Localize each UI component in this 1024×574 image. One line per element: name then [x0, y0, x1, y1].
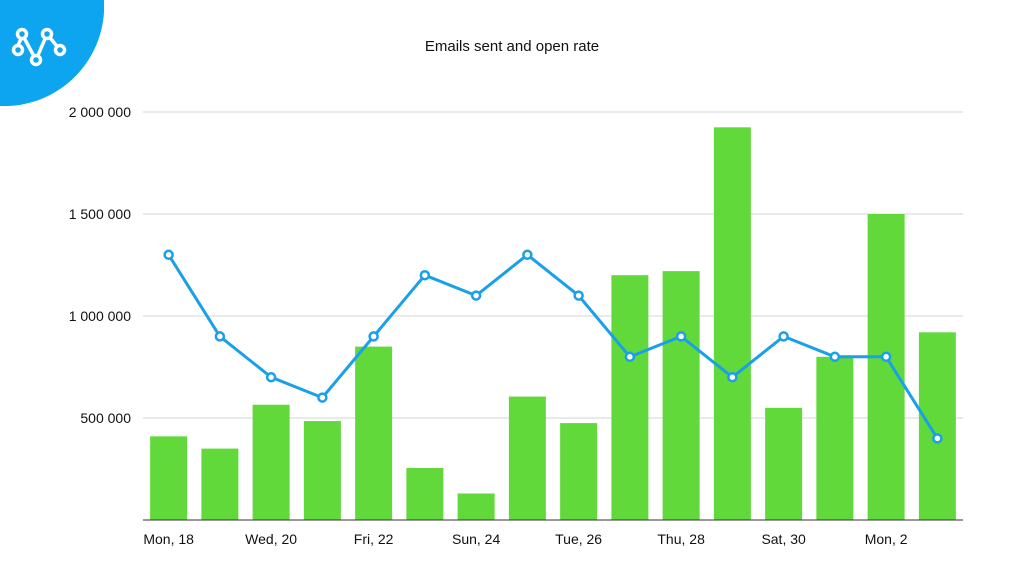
x-tick-label: Tue, 26 — [555, 531, 602, 547]
x-tick-label: Fri, 22 — [354, 531, 394, 547]
x-axis-ticks: Mon, 18 Wed, 20 Fri, 22 Sun, 24 Tue, 26 Thu, … — [143, 531, 907, 547]
gridlines — [143, 111, 963, 419]
brand-logo — [0, 0, 104, 106]
network-nodes-icon — [11, 27, 67, 67]
bar — [816, 356, 854, 520]
bar — [150, 436, 188, 520]
line-point — [880, 351, 892, 363]
bar — [662, 271, 700, 520]
line-point — [727, 371, 738, 383]
bar — [765, 407, 803, 520]
chart-title: Emails sent and open rate — [425, 38, 599, 55]
bar — [560, 423, 598, 520]
bar — [303, 421, 341, 520]
line-point — [163, 249, 174, 261]
line-point — [368, 331, 379, 342]
y-tick-label: 1 500 000 — [69, 206, 131, 222]
line-point — [829, 351, 841, 363]
x-tick-label: Sat, 30 — [761, 531, 806, 547]
bar — [355, 346, 393, 520]
bar — [611, 275, 649, 520]
line-point — [214, 331, 226, 342]
y-axis-ticks: 500 000 1 000 000 1 500 000 2 000 000 — [69, 104, 132, 426]
y-tick-label: 500 000 — [80, 410, 131, 426]
bar — [252, 404, 290, 520]
y-tick-label: 2 000 000 — [69, 104, 131, 120]
open-rate-line — [167, 253, 939, 440]
line-point — [675, 331, 687, 342]
line-point — [470, 290, 482, 301]
line-series — [163, 249, 943, 444]
line-point — [573, 290, 584, 301]
line-point — [419, 269, 431, 281]
line-point — [317, 392, 328, 403]
x-tick-label: Wed, 20 — [245, 531, 297, 547]
x-tick-label: Mon, 18 — [143, 531, 194, 547]
bar — [406, 467, 444, 520]
line-point — [778, 331, 789, 342]
bar — [201, 448, 239, 520]
x-tick-label: Thu, 28 — [657, 531, 705, 547]
line-point — [932, 433, 943, 444]
x-tick-label: Mon, 2 — [865, 531, 908, 547]
bar — [713, 127, 751, 521]
line-point — [265, 371, 277, 383]
line-point — [522, 249, 533, 261]
bar — [918, 332, 956, 520]
line-point — [624, 351, 636, 363]
bar — [508, 396, 546, 520]
bar — [457, 493, 495, 520]
x-tick-label: Sun, 24 — [452, 531, 500, 547]
y-tick-label: 1 000 000 — [69, 308, 131, 324]
bar-series — [150, 127, 956, 521]
bar — [867, 214, 905, 520]
